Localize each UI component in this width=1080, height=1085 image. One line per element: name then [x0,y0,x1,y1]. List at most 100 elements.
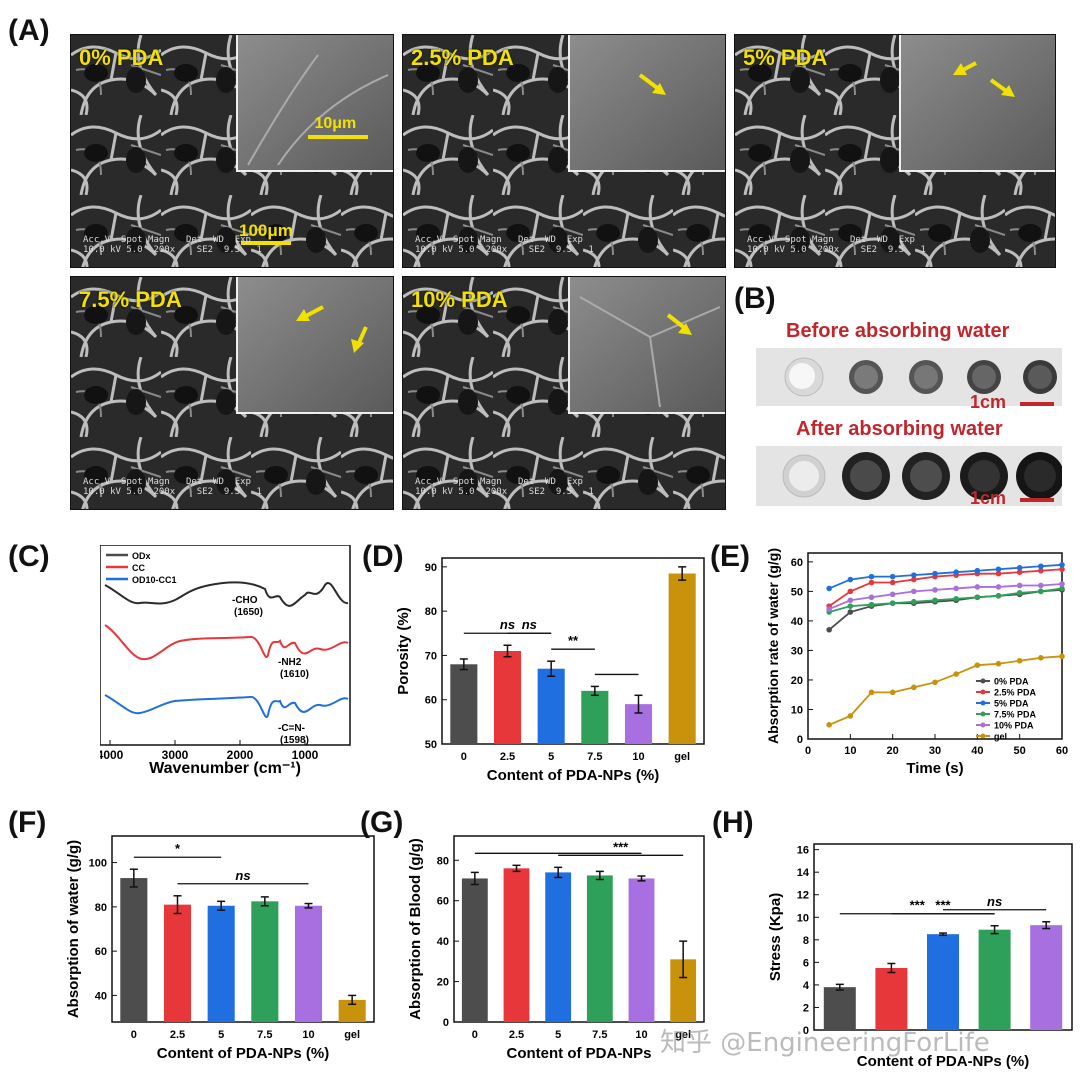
legend-label: CC [132,563,145,573]
data-point [932,679,938,686]
x-axis-label: Content of PDA-NPs [507,1045,652,1062]
data-point [847,603,854,609]
data-point [932,597,938,604]
photo-before [756,348,1062,406]
panel-label-h: (H) [712,806,754,839]
y-tick-label: 60 [95,946,107,958]
data-point [974,662,981,668]
data-point [1016,564,1023,571]
data-point [995,570,1002,577]
chart-d: 50 60 70 80 90 0 2.5 5 7.5 10 gel ns ns ** Content of … [395,557,705,784]
data-point [995,660,1002,667]
photo-scale-before: 1cm [970,392,1007,412]
data-point [911,588,917,595]
data-point [911,572,917,578]
significance-label: * [175,841,181,856]
y-tick-label: 60 [437,896,449,908]
y-tick-label: 10 [797,912,809,924]
watermark: 知乎 @EngineeringForLife [660,1028,990,1058]
bar [875,968,908,1030]
x-axis-label: Wavenumber (cm⁻¹) [149,760,301,777]
photo-title-after: After absorbing water [796,418,1003,440]
x-tick-label: 40 [971,745,983,757]
y-axis-label: Porosity (%) [395,607,412,695]
x-axis-label: Content of PDA-NPs (%) [487,767,660,784]
significance-label: ns [235,868,250,883]
x-tick-label: 20 [887,745,899,757]
x-axis-label: Content of PDA-NPs (%) [857,1053,1030,1070]
bar [338,999,366,1022]
y-tick-label: 20 [437,977,449,989]
photo-scale-bar-before [1020,402,1054,406]
significance-label: ns [987,894,1002,909]
series-line [828,563,1063,590]
chart-g: 0 20 40 60 80 0 2.5 5 7.5 10 gel *** Content of PDA-… [407,835,705,1062]
panel-label-b: (B) [734,282,776,315]
bar [163,904,192,1022]
bar [668,573,696,744]
y-tick-label: 14 [797,867,810,879]
sem-label: 7.5% PDA [79,287,182,312]
data-point [826,722,832,728]
chart-c: Wavenumber (cm⁻¹) 4000 3000 2000 1000 ODx CC O… [100,545,351,777]
x-tick-label: 10 [302,1029,314,1041]
legend-marker [980,700,986,706]
y-tick-label: 40 [95,990,107,1002]
legend-label: 2.5% PDA [994,688,1037,698]
series-od-cc [104,694,349,719]
data-point [911,684,917,691]
y-tick-label: 6 [803,957,809,969]
bar [545,872,572,1022]
data-point [1038,655,1044,661]
annotation: (1610) [280,669,309,680]
sem-inset [568,35,725,172]
plot-frame [453,835,705,1023]
data-point [911,576,917,583]
data-point [847,597,854,604]
y-tick-label: 80 [437,855,449,867]
annotation: -NH2 [278,657,302,668]
y-tick-label: 40 [437,936,449,948]
x-tick-label: 7.5 [592,1029,607,1041]
bar [537,668,565,744]
x-tick-label: 1000 [292,748,319,762]
sem-image-2-5: 2.5% PDA Acc.V Spot Magn Det WD Exp 10.0… [402,34,726,268]
data-point [868,579,875,586]
x-tick-label: 10 [844,745,856,757]
data-point [868,689,875,696]
y-tick-label: 80 [95,902,107,914]
plot-frame [100,545,351,746]
legend-label: 10% PDA [994,721,1034,731]
data-point [889,579,896,586]
y-tick-label: 70 [425,650,437,662]
data-point [1059,653,1065,660]
legend-label: ODx [132,551,151,561]
y-tick-label: 50 [425,739,437,751]
panel-label-g: (G) [360,806,404,839]
sem-inset [568,277,725,414]
photo-scale-after: 1cm [970,488,1007,508]
y-tick-label: 10 [791,704,803,716]
y-tick-label: 80 [425,606,437,618]
x-tick-label: 4000 [100,748,124,762]
sem-footer: Acc.V Spot Magn Det WD Exp 10.0 kV 5.0 2… [83,477,262,497]
bar [207,905,235,1022]
sem-footer: Acc.V Spot Magn Det WD Exp 10.0 kV 5.0 2… [415,477,594,497]
annotation: -C=N- [278,723,305,734]
legend-marker [980,678,986,684]
y-tick-label: 2 [803,1002,809,1014]
data-point [826,626,832,633]
y-tick-label: 20 [791,675,803,687]
x-tick-label: 7.5 [257,1029,272,1041]
y-axis-label: Absorption rate of water (g/g) [765,548,781,744]
x-tick-label: 60 [1056,745,1068,757]
sem-inset [899,35,1055,172]
sem-label: 2.5% PDA [411,45,514,70]
data-point [974,594,981,601]
bar [120,878,148,1022]
photo-scale-bar-after [1020,498,1054,502]
x-tick-label: 2.5 [170,1029,185,1041]
x-axis-label: Content of PDA-NPs (%) [157,1045,330,1062]
data-point [826,585,832,592]
series-cc [104,624,349,661]
